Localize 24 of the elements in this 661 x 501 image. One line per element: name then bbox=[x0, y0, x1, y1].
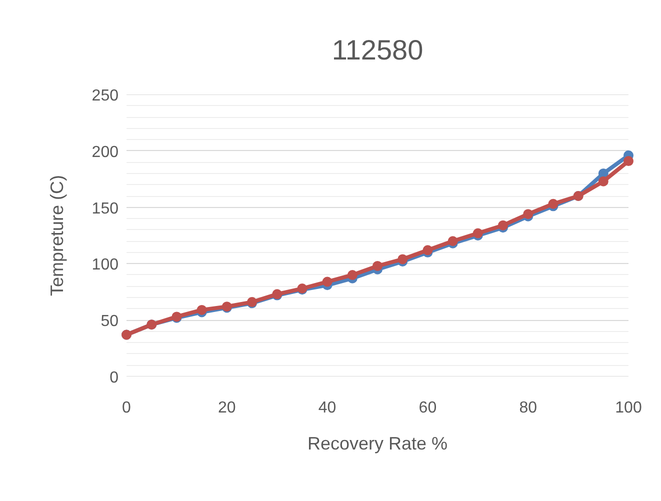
x-tick-label: 80 bbox=[519, 400, 538, 416]
x-axis-title: Recovery Rate % bbox=[307, 434, 448, 454]
y-tick-label: 50 bbox=[100, 313, 119, 330]
point bbox=[598, 176, 608, 186]
x-tick-label: 40 bbox=[318, 400, 336, 416]
point bbox=[347, 270, 358, 280]
y-tick-label: 0 bbox=[110, 370, 119, 386]
point bbox=[196, 304, 207, 315]
x-tick-label: 60 bbox=[418, 400, 437, 416]
y-tick-label: 150 bbox=[92, 200, 119, 218]
x-tick-label: 100 bbox=[615, 400, 642, 416]
point bbox=[624, 156, 634, 166]
point bbox=[498, 220, 508, 230]
point bbox=[548, 198, 558, 209]
x-tick-label: 0 bbox=[122, 400, 132, 416]
y-tick-label: 200 bbox=[92, 144, 119, 161]
point bbox=[322, 276, 332, 287]
y-tick-label: 250 bbox=[92, 88, 119, 104]
x-tick-label: 20 bbox=[218, 400, 236, 416]
chart-title: 112580 bbox=[332, 34, 424, 66]
point bbox=[472, 228, 483, 238]
y-axis-title: Tempreture (C) bbox=[46, 174, 67, 296]
point bbox=[372, 260, 382, 271]
y-tick-label: 100 bbox=[92, 256, 119, 274]
